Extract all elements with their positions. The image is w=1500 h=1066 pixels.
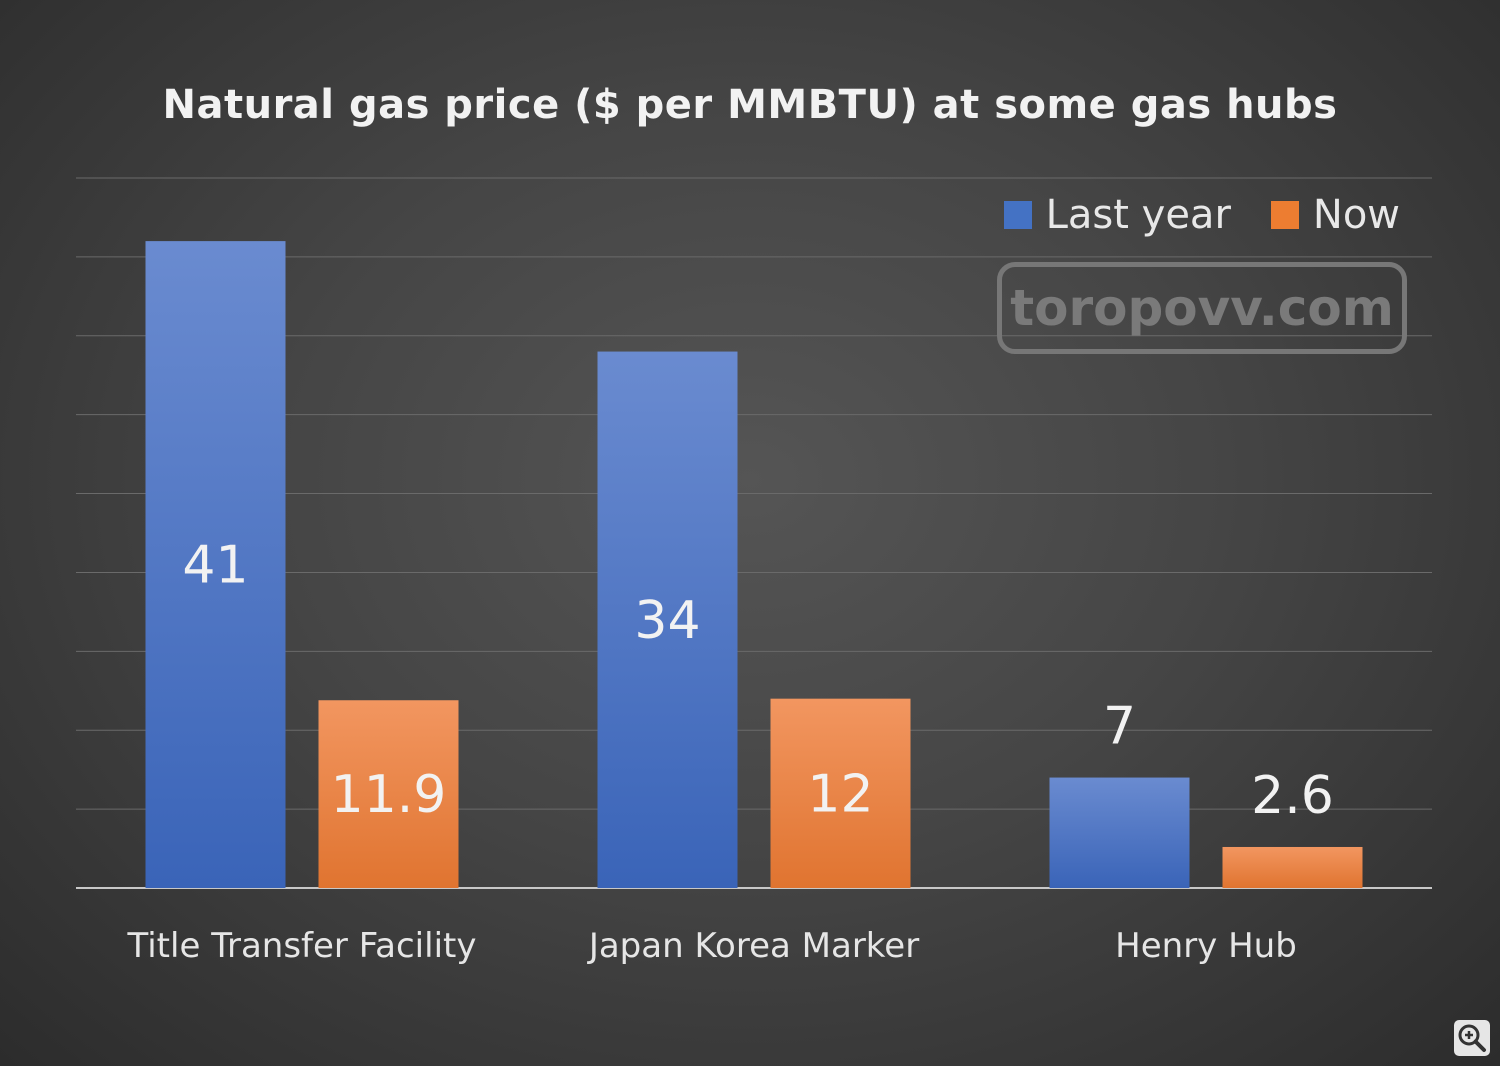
chart-legend: Last year Now xyxy=(964,192,1400,238)
chart-title: Natural gas price ($ per MMBTU) at some … xyxy=(162,82,1338,128)
data-label: 34 xyxy=(634,591,700,651)
legend-item-last-year: Last year xyxy=(1003,192,1231,238)
data-label: 12 xyxy=(807,764,873,824)
bar-now xyxy=(318,700,459,888)
data-label: 11.9 xyxy=(331,765,447,825)
bar-now xyxy=(1222,846,1363,888)
data-label: 41 xyxy=(182,536,248,596)
category-label: Henry Hub xyxy=(1115,926,1297,966)
category-label: Japan Korea Marker xyxy=(587,926,919,966)
bar-last-year xyxy=(1049,777,1190,888)
zoom-in-icon[interactable] xyxy=(1454,1020,1490,1056)
legend-item-now: Now xyxy=(1270,192,1400,238)
data-label: 2.6 xyxy=(1251,766,1334,826)
watermark: toropovv.com xyxy=(997,262,1407,354)
bar-now xyxy=(770,698,911,888)
legend-label-now: Now xyxy=(1312,192,1400,238)
legend-label-last-year: Last year xyxy=(1045,192,1231,238)
data-label: 7 xyxy=(1103,697,1136,757)
bar-last-year xyxy=(597,351,738,888)
legend-swatch-last-year xyxy=(1003,201,1032,229)
bar-last-year xyxy=(145,241,286,889)
category-label: Title Transfer Facility xyxy=(127,926,477,966)
legend-swatch-now xyxy=(1270,201,1299,229)
